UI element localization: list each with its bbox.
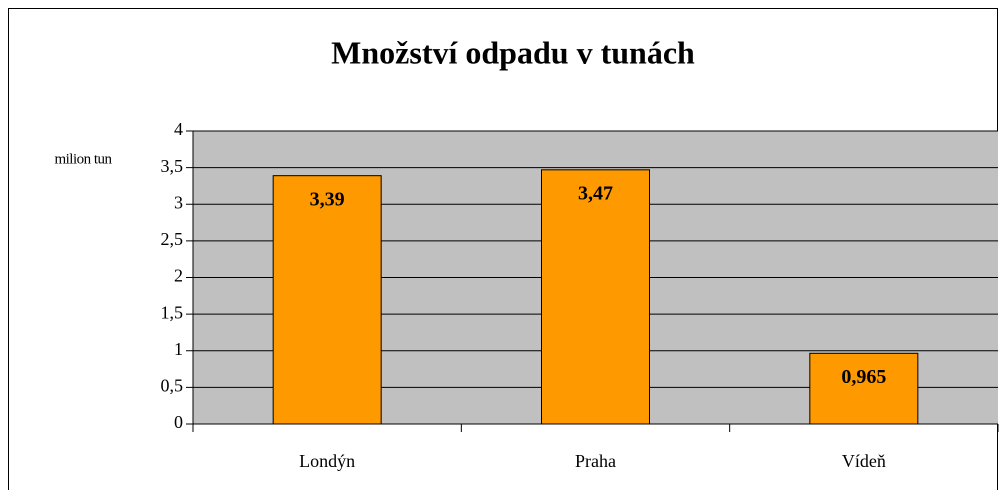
y-tick-label: 3,5 — [161, 156, 184, 176]
data-label: 0,965 — [841, 366, 886, 388]
y-tick-label: 2 — [174, 266, 183, 286]
bar — [809, 352, 919, 425]
y-tick-label: 1,5 — [161, 302, 184, 322]
y-tick-label: 0,5 — [161, 376, 184, 396]
bar — [272, 175, 382, 425]
x-tick-label: Londýn — [299, 451, 355, 471]
data-label: 3,39 — [310, 188, 345, 210]
x-tick-label: Vídeň — [842, 451, 886, 471]
y-axis-label: milion tun — [54, 151, 112, 167]
y-tick-label: 0 — [174, 412, 183, 432]
bar — [541, 169, 650, 425]
y-tick-label: 4 — [174, 119, 183, 139]
x-tick-label: Praha — [575, 451, 616, 471]
y-tick-label: 3 — [174, 192, 183, 212]
data-label: 3,47 — [578, 182, 613, 204]
y-tick-label: 1 — [174, 339, 183, 359]
y-tick-label: 2,5 — [161, 229, 184, 249]
chart-title: Množství odpadu v tunách — [331, 34, 695, 70]
